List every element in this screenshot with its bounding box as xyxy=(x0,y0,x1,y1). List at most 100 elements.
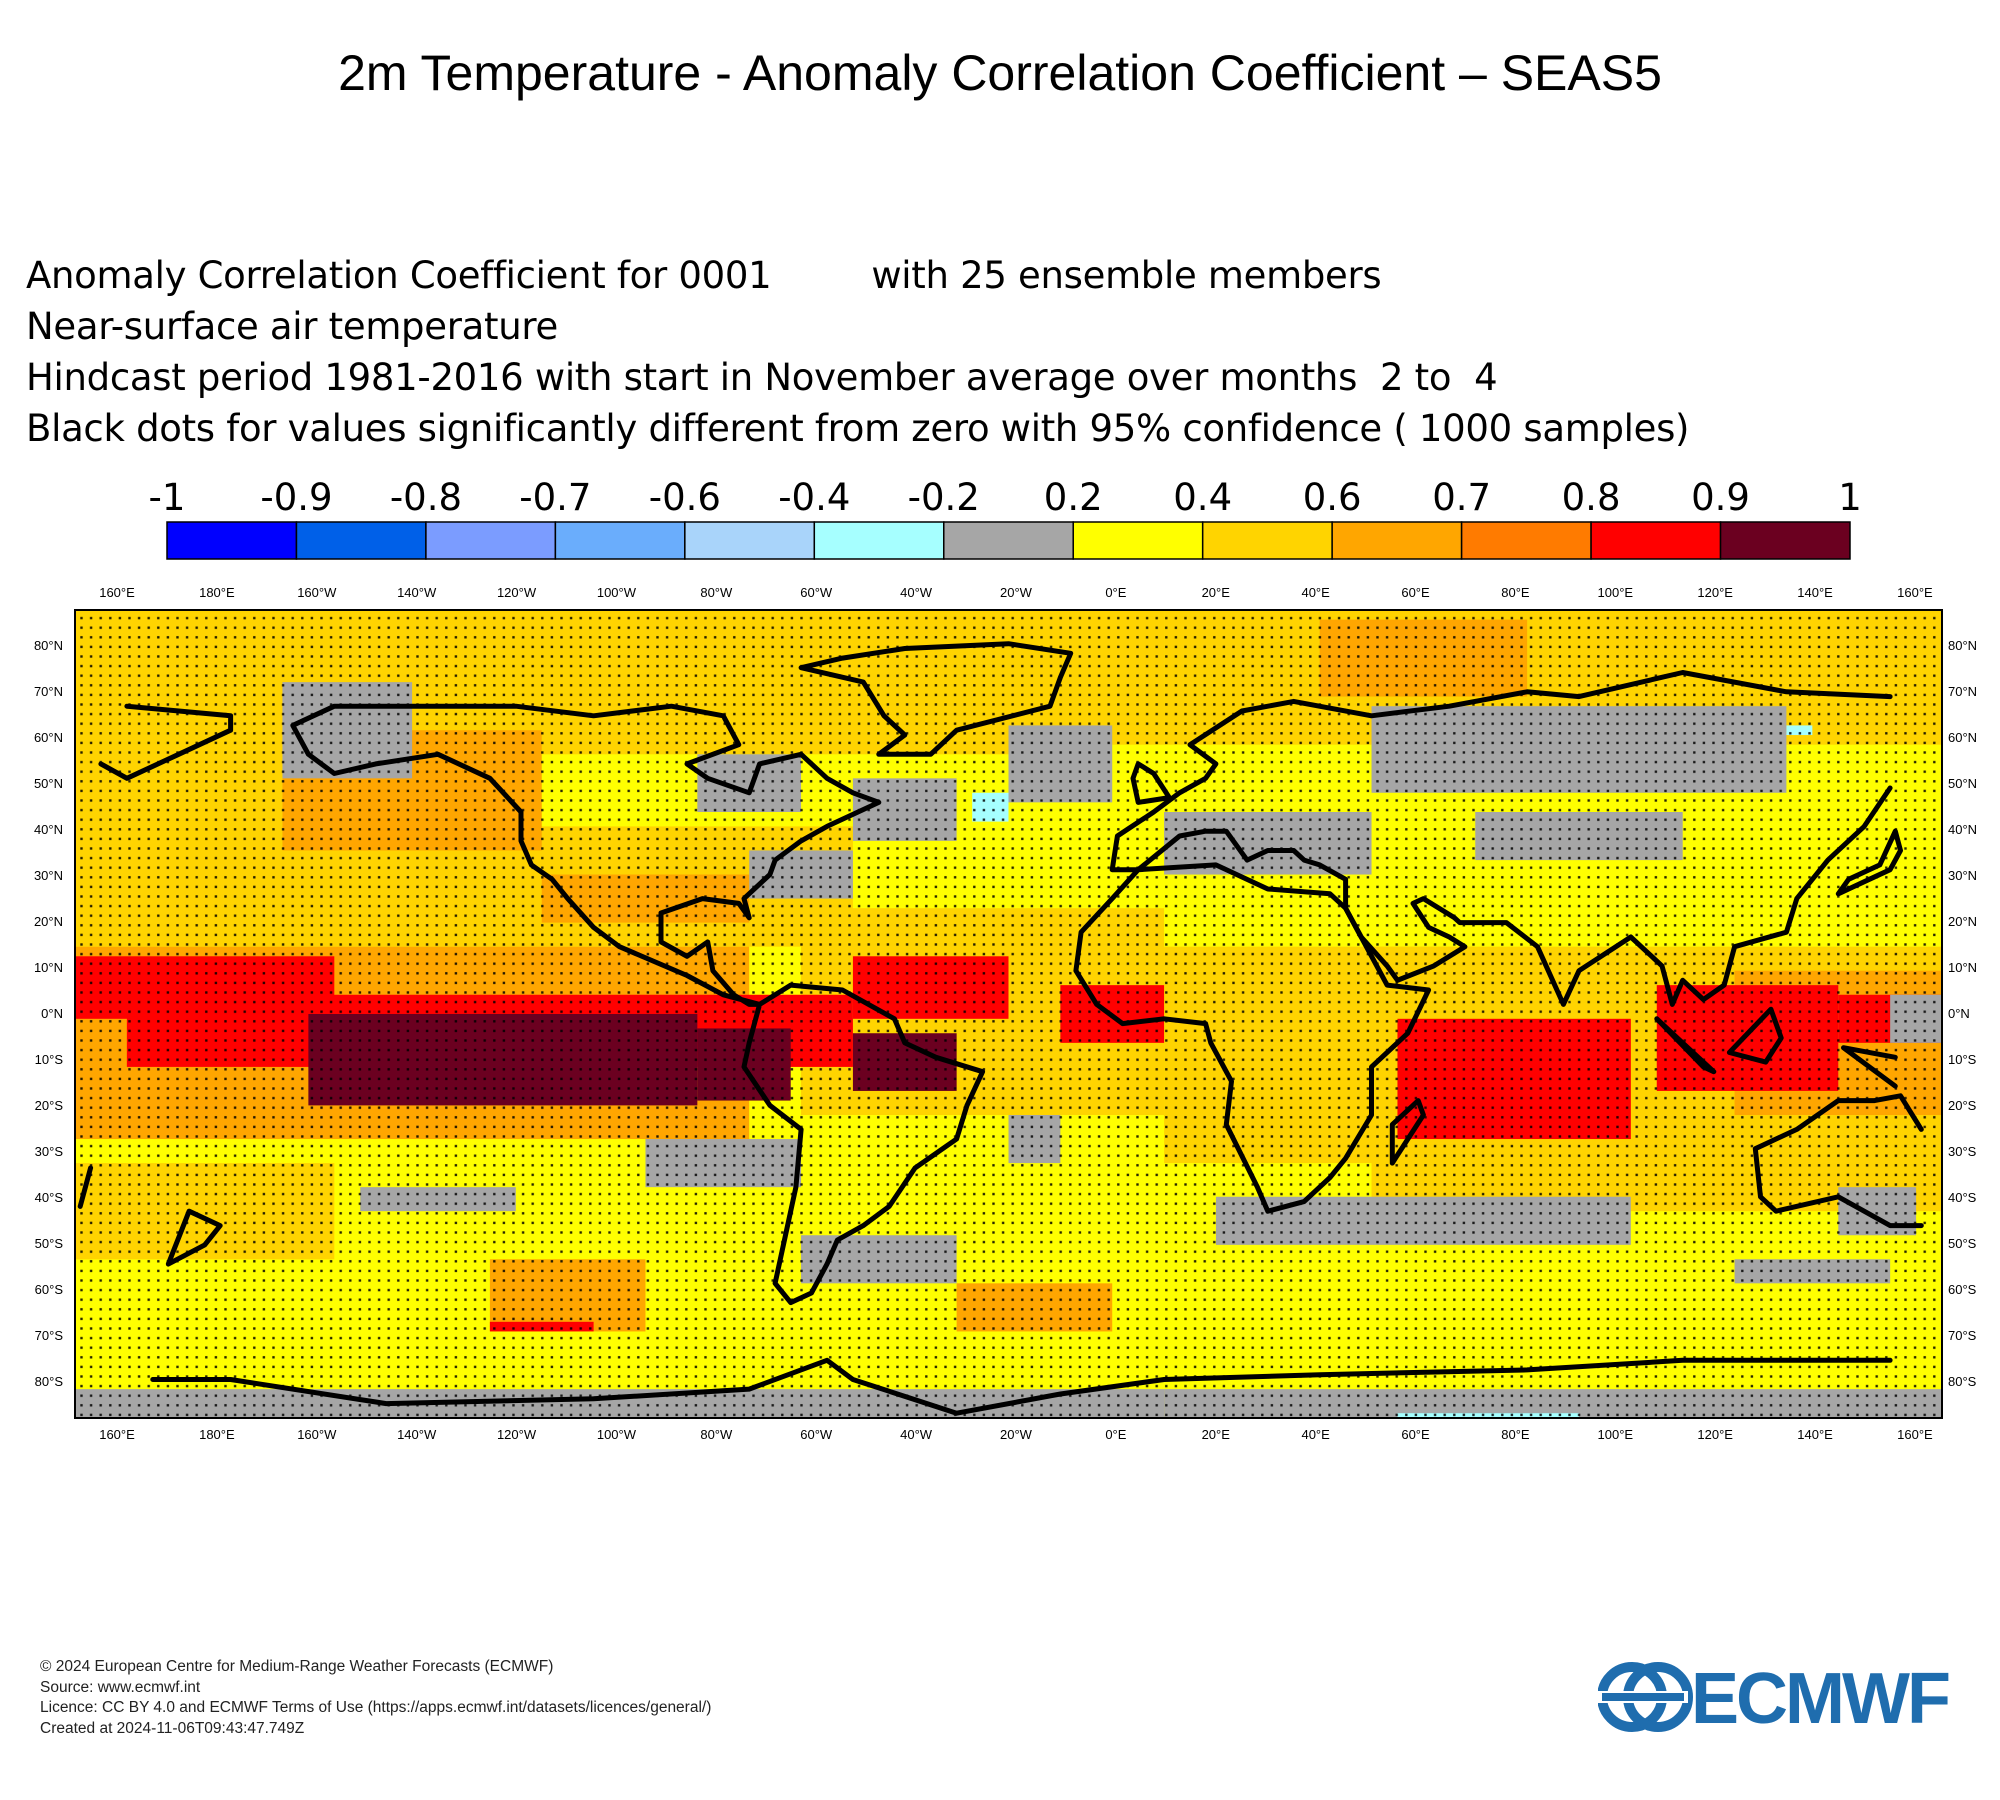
lat-tick-label-right: 50°N xyxy=(1948,776,1977,791)
footer-source: Source: www.ecmwf.int xyxy=(40,1678,201,1696)
lon-tick-label-bottom: 40°E xyxy=(1301,1427,1330,1442)
colorbar-tick-label: -1 xyxy=(149,476,186,519)
colorbar-legend: -1 -0.9 -0.8 -0.7 -0.6 -0.4 -0.2 0.2 0.4 0.6 0.7 0.… xyxy=(149,476,1862,560)
colorbar-tick-label: -0.2 xyxy=(908,476,980,519)
lat-tick-label-left: 10°N xyxy=(34,960,63,975)
colorbar-swatch xyxy=(1460,521,1592,560)
world-map: 160°E 160°E 180°E 180°E 160°W 160°W 140°W 140°W… xyxy=(34,585,1977,1442)
subtitle-ensemble: with 25 ensemble members xyxy=(871,254,1382,297)
coastline xyxy=(1130,761,1172,805)
colorbar-tick-label: 0.4 xyxy=(1173,476,1232,519)
lat-tick-label-left: 30°S xyxy=(35,1144,64,1159)
colorbar-tick-label: 0.7 xyxy=(1432,476,1491,519)
lat-tick-label-right: 0°N xyxy=(1948,1006,1970,1021)
colorbar-swatch xyxy=(1331,521,1463,560)
lat-tick-label-right: 30°S xyxy=(1948,1144,1977,1159)
lon-tick-label-top: 60°E xyxy=(1401,585,1430,600)
lat-tick-label-left: 0°N xyxy=(41,1006,63,1021)
lat-tick-label-right: 50°S xyxy=(1948,1236,1977,1251)
lon-tick-label-top: 40°E xyxy=(1301,585,1330,600)
footer: © 2024 European Centre for Medium-Range … xyxy=(40,1657,711,1739)
lat-tick-label-left: 50°N xyxy=(34,776,63,791)
lon-tick-label-bottom: 60°W xyxy=(800,1427,833,1442)
lon-tick-label-top: 20°E xyxy=(1202,585,1231,600)
colorbar-swatch xyxy=(1201,521,1333,560)
lat-tick-label-right: 60°S xyxy=(1948,1282,1977,1297)
colorbar-tick-label: -0.6 xyxy=(649,476,721,519)
coastline xyxy=(77,1093,1924,1229)
lat-tick-label-left: 50°S xyxy=(35,1236,64,1251)
colorbar-swatch xyxy=(295,521,427,560)
lon-tick-label-bottom: 160°W xyxy=(297,1427,337,1442)
lon-tick-label-bottom: 120°E xyxy=(1697,1427,1733,1442)
lon-tick-label-bottom: 180°E xyxy=(199,1427,235,1442)
colorbar-swatch xyxy=(166,521,298,560)
lon-tick-label-top: 160°E xyxy=(1897,585,1933,600)
lat-tick-label-right: 10°S xyxy=(1948,1052,1977,1067)
lon-tick-label-bottom: 20°W xyxy=(1000,1427,1033,1442)
coastline xyxy=(1841,1045,1898,1089)
lat-tick-label-left: 10°S xyxy=(35,1052,64,1067)
lon-tick-label-top: 160°W xyxy=(297,585,337,600)
colorbar-swatch xyxy=(1590,521,1722,560)
lon-tick-label-top: 80°W xyxy=(700,585,733,600)
subtitle-line-3: Hindcast period 1981-2016 with start in … xyxy=(26,356,1498,399)
lat-tick-label-left: 60°N xyxy=(34,730,63,745)
lon-tick-label-bottom: 80°W xyxy=(700,1427,733,1442)
lon-tick-label-bottom: 140°W xyxy=(397,1427,437,1442)
coastline xyxy=(1389,1098,1426,1166)
lon-tick-label-bottom: 140°E xyxy=(1797,1427,1833,1442)
coastline xyxy=(290,703,882,1007)
lon-tick-label-top: 140°W xyxy=(397,585,437,600)
lat-tick-label-left: 80°N xyxy=(34,638,63,653)
lat-tick-label-left: 30°N xyxy=(34,868,63,883)
coastline xyxy=(1726,1006,1784,1065)
subtitle-line-1: Anomaly Correlation Coefficient for 0001… xyxy=(26,250,1689,301)
lat-tick-label-right: 40°N xyxy=(1948,822,1977,837)
colorbar-swatch xyxy=(943,521,1074,560)
lon-tick-label-top: 180°E xyxy=(199,585,235,600)
ecmwf-logo-text: ECMWF xyxy=(1691,1659,1951,1739)
lat-tick-label-left: 70°S xyxy=(35,1328,64,1343)
coastline xyxy=(98,670,1893,1007)
lon-tick-label-top: 20°W xyxy=(1000,585,1033,600)
lat-tick-label-right: 20°S xyxy=(1948,1098,1977,1113)
lat-tick-label-left: 20°S xyxy=(35,1098,64,1113)
footer-copyright: © 2024 European Centre for Medium-Range … xyxy=(40,1658,554,1675)
ecmwf-logo-icon xyxy=(1598,1662,1693,1732)
lon-tick-label-top: 80°E xyxy=(1501,585,1530,600)
lon-tick-label-top: 120°E xyxy=(1697,585,1733,600)
footer-created: Created at 2024-11-06T09:43:47.749Z xyxy=(40,1719,305,1737)
coastline xyxy=(1835,828,1903,897)
coastline xyxy=(798,641,1074,757)
lat-tick-label-right: 80°S xyxy=(1948,1374,1977,1389)
coastline xyxy=(741,982,986,1306)
lat-tick-label-right: 60°N xyxy=(1948,730,1977,745)
lon-tick-label-bottom: 0°E xyxy=(1105,1427,1126,1442)
colorbar-tick-label: -0.7 xyxy=(519,476,591,519)
subtitle-block: Anomaly Correlation Coefficient for 0001… xyxy=(26,250,1690,454)
lon-tick-label-bottom: 160°E xyxy=(99,1427,135,1442)
colorbar-swatch xyxy=(1719,521,1851,560)
significance-dots xyxy=(75,610,1942,1418)
colorbar-tick-label: 0.6 xyxy=(1303,476,1362,519)
coastline xyxy=(1073,862,1432,1214)
colorbar-swatch xyxy=(813,521,945,560)
lon-tick-label-top: 100°W xyxy=(597,585,637,600)
chart-title: 2m Temperature - Anomaly Correlation Coe… xyxy=(338,45,1662,101)
lat-tick-label-right: 40°S xyxy=(1948,1190,1977,1205)
lon-tick-label-bottom: 80°E xyxy=(1501,1427,1530,1442)
lon-tick-label-bottom: 60°E xyxy=(1401,1427,1430,1442)
lon-tick-label-top: 100°E xyxy=(1598,585,1634,600)
lon-tick-label-top: 40°W xyxy=(900,585,933,600)
lon-tick-label-bottom: 120°W xyxy=(497,1427,537,1442)
lat-tick-label-left: 40°S xyxy=(35,1190,64,1205)
lon-tick-label-bottom: 40°W xyxy=(900,1427,933,1442)
subtitle-line-2: Near-surface air temperature xyxy=(26,305,558,348)
lat-tick-label-right: 10°N xyxy=(1948,960,1977,975)
lat-tick-label-left: 70°N xyxy=(34,684,63,699)
coastline xyxy=(1654,1016,1717,1075)
lon-tick-label-top: 140°E xyxy=(1797,585,1833,600)
lon-tick-label-top: 120°W xyxy=(497,585,537,600)
lat-tick-label-right: 70°S xyxy=(1948,1328,1977,1343)
